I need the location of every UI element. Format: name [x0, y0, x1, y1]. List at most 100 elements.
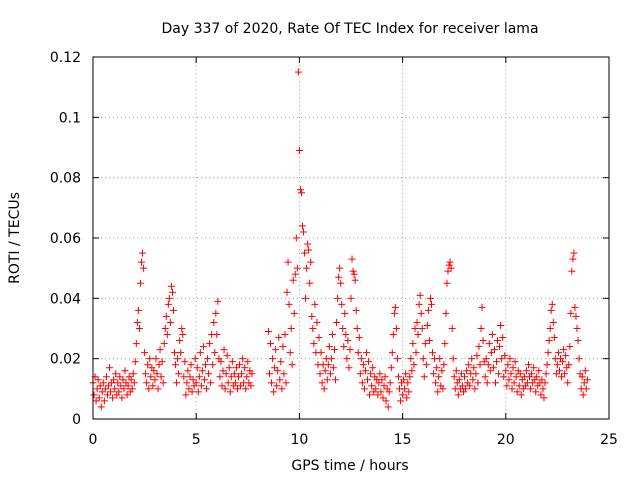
data-point [211, 349, 219, 357]
y-tick-label: 0.04 [50, 291, 81, 307]
data-point [418, 325, 426, 332]
data-point [549, 318, 557, 326]
data-point [410, 361, 418, 369]
data-point [226, 388, 234, 396]
data-point [269, 355, 277, 363]
data-point [275, 334, 283, 342]
data-point [318, 379, 326, 387]
data-point [141, 349, 149, 357]
data-point [303, 264, 311, 272]
data-point [357, 355, 365, 363]
data-point [230, 370, 238, 378]
data-point [287, 325, 295, 332]
data-point [107, 388, 115, 396]
data-point [228, 358, 236, 366]
data-point [560, 346, 568, 354]
data-point [505, 376, 513, 384]
data-point [94, 376, 102, 384]
data-point [439, 385, 447, 393]
data-point [267, 340, 275, 348]
data-point [114, 379, 122, 387]
data-point [171, 349, 179, 357]
data-point [424, 306, 432, 314]
data-point [311, 300, 319, 308]
data-point [185, 385, 193, 393]
data-point [498, 355, 506, 363]
data-point [145, 385, 153, 393]
data-point [472, 370, 480, 378]
data-point [405, 388, 413, 396]
x-tick-label: 25 [600, 432, 618, 448]
data-point [304, 240, 312, 248]
data-point [161, 325, 169, 332]
data-point [178, 325, 186, 332]
data-point [147, 373, 155, 381]
data-point [376, 370, 384, 378]
data-point [550, 334, 558, 342]
data-point [475, 343, 483, 351]
data-point [206, 340, 214, 348]
y-tick-label: 0.1 [59, 110, 81, 126]
data-point [452, 367, 460, 375]
data-point [316, 370, 324, 378]
data-point [501, 352, 509, 360]
data-point [497, 321, 505, 329]
data-point [394, 373, 402, 381]
data-point [348, 255, 356, 263]
data-point [479, 337, 487, 345]
data-point [390, 309, 398, 317]
data-point [444, 267, 452, 275]
data-point [172, 361, 180, 369]
data-point [471, 385, 479, 393]
data-point [181, 358, 189, 366]
data-point [118, 394, 126, 402]
data-point [530, 364, 538, 372]
data-point [284, 258, 292, 266]
data-point [277, 358, 285, 366]
data-point [347, 294, 355, 302]
data-point [334, 294, 342, 302]
data-point [391, 303, 399, 311]
data-point [224, 379, 232, 387]
y-tick-labels: 0 0.02 0.04 0.06 0.08 0.1 0.12 [50, 50, 81, 428]
data-point [375, 379, 383, 387]
data-point [273, 382, 281, 390]
data-point [516, 370, 524, 378]
data-point [201, 361, 209, 369]
data-point [573, 325, 581, 332]
data-point [416, 291, 424, 299]
data-point [243, 373, 251, 381]
data-point [281, 331, 289, 339]
data-point [186, 373, 194, 381]
data-point [366, 391, 374, 399]
data-point [427, 300, 435, 308]
data-point [324, 361, 332, 369]
data-point [139, 249, 147, 257]
data-point [279, 343, 287, 351]
data-point [336, 264, 344, 272]
data-point [578, 373, 586, 381]
data-point [212, 309, 220, 317]
data-point [463, 367, 471, 375]
data-point [461, 373, 469, 381]
data-point [412, 349, 420, 357]
data-point [227, 373, 235, 381]
data-point [280, 370, 288, 378]
data-point [197, 382, 205, 390]
data-point [326, 370, 334, 378]
x-tick-label: 15 [394, 432, 412, 448]
data-point [168, 288, 176, 296]
data-point [502, 367, 510, 375]
data-point [270, 388, 278, 396]
data-point [500, 373, 508, 381]
data-point [232, 364, 240, 372]
data-point [302, 294, 310, 302]
data-point [379, 394, 387, 402]
data-point [522, 367, 530, 375]
data-point [535, 367, 543, 375]
data-point [189, 376, 197, 384]
data-point [213, 331, 221, 339]
data-point [207, 379, 215, 387]
data-point [134, 306, 142, 314]
data-point [345, 364, 353, 372]
